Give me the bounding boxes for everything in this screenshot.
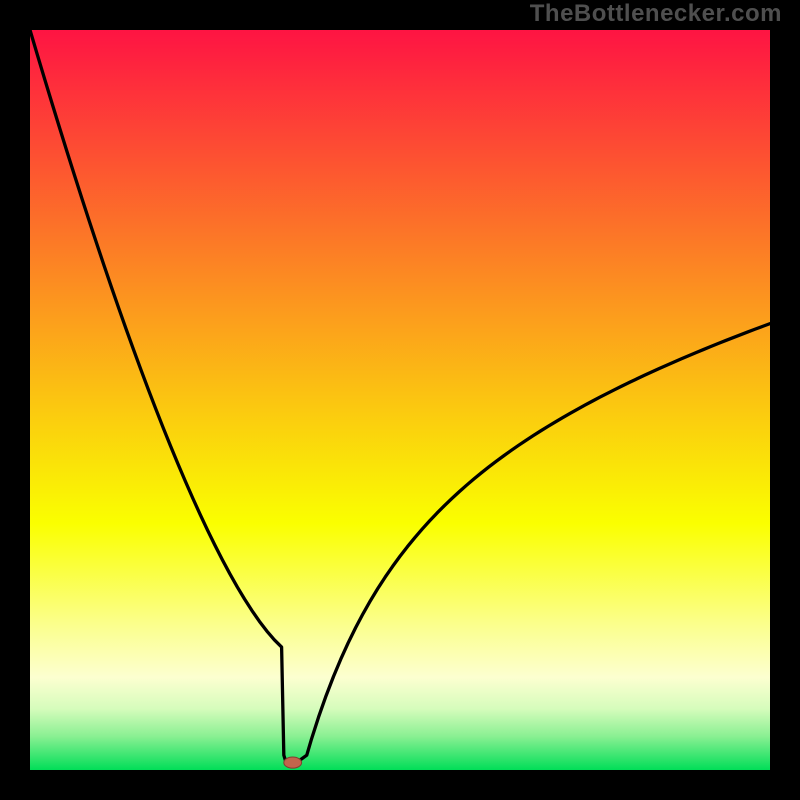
bottleneck-chart	[0, 0, 800, 800]
watermark-text: TheBottlenecker.com	[530, 0, 782, 28]
chart-canvas: TheBottlenecker.com	[0, 0, 800, 800]
plot-background	[30, 30, 770, 770]
minimum-marker	[284, 757, 302, 768]
